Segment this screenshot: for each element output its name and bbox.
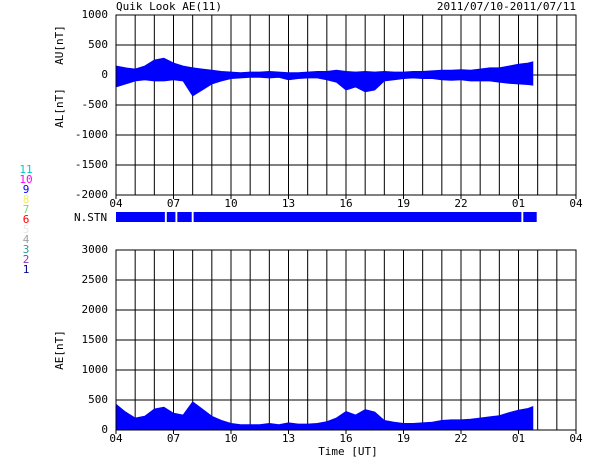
x-tick-label: 16	[339, 432, 352, 445]
y-axis-label: AL[nT]	[53, 88, 66, 128]
x-tick-label: 07	[167, 432, 180, 445]
legend-label: 2	[23, 253, 30, 266]
y-tick-label: 2500	[82, 273, 109, 286]
legend-label: 5	[23, 223, 30, 236]
area	[115, 401, 534, 431]
x-tick-label: 04	[569, 432, 583, 445]
x-tick-label: 01	[512, 197, 525, 210]
legend-label: 6	[23, 213, 30, 226]
legend-label: 3	[23, 243, 30, 256]
x-tick-label: 19	[397, 197, 410, 210]
y-tick-label: -1500	[75, 158, 108, 171]
legend-label: 4	[23, 233, 30, 246]
x-tick-label: 22	[454, 432, 467, 445]
area	[115, 57, 534, 76]
y-tick-label: 1000	[82, 8, 109, 21]
y-tick-label: 500	[88, 38, 108, 51]
legend-label: 7	[23, 203, 30, 216]
y-axis-label: AE[nT]	[53, 330, 66, 370]
y-tick-label: -500	[82, 98, 109, 111]
x-tick-label: 04	[569, 197, 583, 210]
legend-label: 11	[19, 163, 32, 176]
station-bar	[193, 212, 522, 222]
x-tick-label: 22	[454, 197, 467, 210]
legend-label: 8	[23, 193, 30, 206]
plot-frame	[115, 14, 577, 196]
plot-frame	[115, 249, 577, 431]
station-bar	[177, 212, 192, 222]
x-axis-label: Time [UT]	[318, 445, 378, 458]
x-tick-label: 01	[512, 432, 525, 445]
y-tick-label: 1000	[82, 363, 109, 376]
x-tick-label: 04	[109, 432, 123, 445]
y-tick-label: 3000	[82, 243, 109, 256]
y-axis-label: AU[nT]	[53, 25, 66, 65]
x-tick-label: 19	[397, 432, 410, 445]
station-bar	[166, 212, 176, 222]
y-tick-label: 2000	[82, 303, 109, 316]
station-bar	[116, 212, 165, 222]
y-tick-label: -2000	[75, 188, 108, 201]
area	[115, 74, 534, 97]
y-tick-label: 1500	[82, 333, 109, 346]
station-bar	[523, 212, 537, 222]
legend-label: 9	[23, 183, 30, 196]
x-tick-label: 16	[339, 197, 352, 210]
y-tick-label: 500	[88, 393, 108, 406]
chart-subtitle: 2011/07/10-2011/07/11	[437, 0, 576, 13]
x-tick-label: 04	[109, 197, 123, 210]
strip-label: N.STN	[74, 211, 107, 224]
x-tick-label: 10	[224, 197, 237, 210]
y-tick-label: 0	[101, 423, 108, 436]
y-tick-label: -1000	[75, 128, 108, 141]
x-tick-label: 13	[282, 197, 295, 210]
x-tick-label: 07	[167, 197, 180, 210]
legend-label: 10	[19, 173, 32, 186]
y-tick-label: 0	[101, 68, 108, 81]
chart-title: Quik Look AE(11)	[116, 0, 222, 13]
legend-label: 1	[23, 263, 30, 276]
x-tick-label: 10	[224, 432, 237, 445]
x-tick-label: 13	[282, 432, 295, 445]
